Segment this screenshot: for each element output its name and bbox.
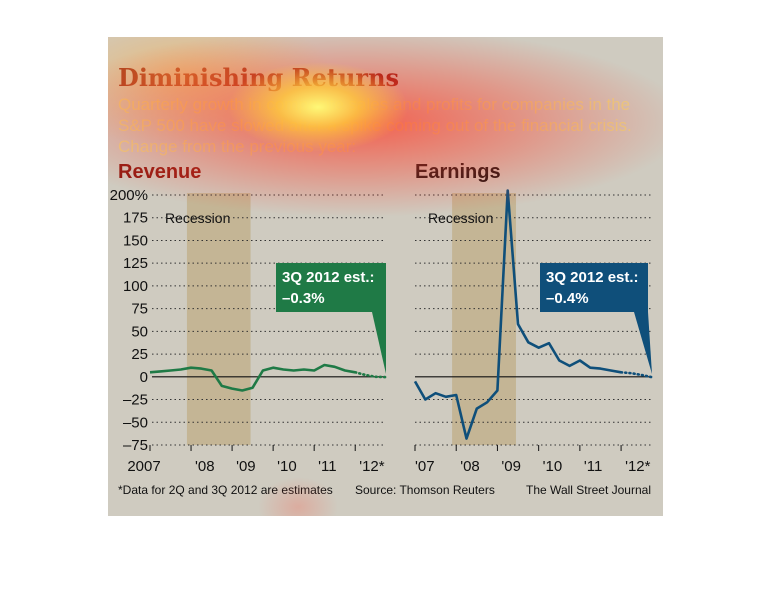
revenue-x-tick-label: '12* xyxy=(359,458,385,475)
revenue-y-tick-label: 100 xyxy=(123,278,148,295)
revenue-callout-title: 3Q 2012 est.: xyxy=(282,269,375,286)
earnings-callout-title: 3Q 2012 est.: xyxy=(546,269,639,286)
revenue-recession-band xyxy=(186,193,251,445)
earnings-x-tick-label: '10 xyxy=(543,458,563,475)
earnings-callout-pointer xyxy=(634,312,652,374)
earnings-panel-title: Earnings xyxy=(415,161,501,183)
earnings-x-tick-label: '11 xyxy=(584,458,602,475)
revenue-y-tick-label: 25 xyxy=(131,346,148,363)
credit-note: The Wall Street Journal xyxy=(526,483,651,497)
footnote: *Data for 2Q and 3Q 2012 are estimates xyxy=(118,483,333,497)
earnings-plot: Recession'07'08'09'10'11'12*3Q 2012 est.… xyxy=(413,189,654,475)
revenue-x-tick-label: '10 xyxy=(277,458,297,475)
revenue-y-tick-label: –25 xyxy=(123,392,148,409)
revenue-x-tick-label: 2007 xyxy=(127,458,160,475)
revenue-callout-value: –0.3% xyxy=(282,290,325,307)
revenue-y-tick-label: 0 xyxy=(140,369,148,386)
revenue-callout-pointer xyxy=(372,312,386,374)
earnings-series-line xyxy=(413,189,622,440)
source-note: Source: Thomson Reuters xyxy=(355,483,495,497)
revenue-y-tick-label: 75 xyxy=(131,301,148,318)
revenue-x-tick-label: '09 xyxy=(236,458,256,475)
subtitle-line-3: Change from the previous year: xyxy=(118,137,356,156)
revenue-y-tick-label: 50 xyxy=(131,323,148,340)
revenue-y-tick-label: –75 xyxy=(123,437,148,454)
earnings-callout-value: –0.4% xyxy=(546,290,589,307)
revenue-y-tick-label: 150 xyxy=(123,232,148,249)
earnings-x-tick-label: '12* xyxy=(625,458,651,475)
earnings-x-tick-label: '08 xyxy=(460,458,480,475)
revenue-series-line xyxy=(149,363,356,392)
revenue-y-tick-label: 125 xyxy=(123,255,148,272)
revenue-y-tick-label: –50 xyxy=(123,414,148,431)
subtitle-line-2: S&P 500 have slowed after a spike coming… xyxy=(118,116,632,135)
revenue-y-tick-label: 200% xyxy=(110,187,148,204)
revenue-panel-title: Revenue xyxy=(118,161,201,183)
revenue-x-tick-label: '11 xyxy=(318,458,336,475)
earnings-x-tick-label: '07 xyxy=(415,458,435,475)
revenue-x-tick-label: '08 xyxy=(195,458,215,475)
earnings-x-tick-label: '09 xyxy=(501,458,521,475)
revenue-plot: Recession–75–50–250255075100125150175200… xyxy=(110,187,388,475)
subtitle-line-1: Quarterly growth in composite sales and … xyxy=(118,95,630,114)
revenue-y-tick-label: 175 xyxy=(123,210,148,227)
chart-title: Diminishing Returns xyxy=(118,63,399,92)
